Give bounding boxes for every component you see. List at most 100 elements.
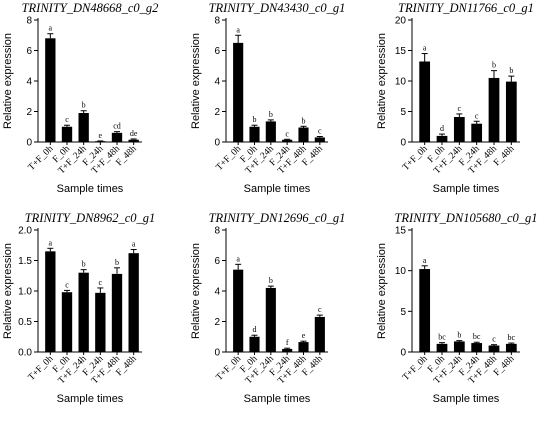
chart-title: TRINITY_DN12696_c0_g1 (209, 211, 346, 225)
significance-letter: b (269, 276, 273, 285)
bar (453, 116, 465, 142)
chart-panel-3: TRINITY_DN11766_c0_g1 0 5 10 15 20 Relative ex… (376, 1, 534, 195)
significance-letter: a (49, 24, 53, 33)
significance-letter: c (492, 335, 496, 344)
y-tick-label: 1.0 (18, 287, 32, 298)
bar (471, 123, 483, 142)
bar (453, 341, 465, 352)
bar (282, 139, 293, 142)
y-tick-label: 4 (214, 287, 220, 298)
bar (265, 121, 276, 142)
chart-panel-2: TRINITY_DN43430_c0_g1 0 2 4 6 8 Relative expre… (190, 1, 345, 195)
y-tick-label: 8 (214, 16, 220, 27)
bar (505, 81, 517, 142)
bar (505, 343, 517, 352)
significance-letter: b (253, 115, 257, 124)
bar (45, 251, 56, 352)
x-axis-label: Sample times (433, 183, 500, 195)
x-axis-label: Sample times (433, 393, 500, 405)
bar (128, 139, 139, 142)
bar (265, 287, 276, 352)
bar (436, 343, 448, 352)
bar (488, 77, 500, 142)
y-tick-label: 8 (26, 16, 32, 27)
significance-letter: a (236, 25, 240, 34)
y-tick-label: 10 (395, 266, 407, 277)
significance-letter: b (492, 61, 496, 70)
significance-letter: c (65, 280, 69, 289)
chart-panel-1: TRINITY_DN48668_c0_g2 0 2 4 6 8 Relative expre… (2, 1, 158, 195)
bar (95, 292, 106, 352)
significance-letter: b (82, 101, 86, 110)
y-tick-label: 0 (400, 138, 406, 149)
y-tick-label: 6 (214, 256, 220, 267)
x-axis-label: Sample times (57, 183, 124, 195)
y-tick-label: 2 (214, 317, 220, 328)
bar (45, 38, 56, 142)
x-axis-label: Sample times (244, 393, 311, 405)
x-tick-label: F_48h (492, 354, 516, 378)
y-tick-label: 6 (214, 46, 220, 57)
y-tick-label: 0 (214, 348, 220, 359)
significance-letter: de (130, 129, 138, 138)
bar (419, 61, 431, 143)
bar (436, 135, 448, 142)
bar (111, 273, 123, 352)
y-tick-label: 15 (395, 46, 407, 57)
bar (298, 127, 309, 142)
bar (78, 113, 89, 142)
bar (419, 269, 431, 352)
bar (233, 269, 244, 352)
bar (488, 345, 500, 352)
significance-letter: bc (438, 333, 446, 342)
y-tick-label: 0 (400, 348, 406, 359)
bar (249, 336, 260, 352)
significance-letter: f (286, 338, 289, 347)
x-axis-label: Sample times (57, 393, 124, 405)
significance-letter: d (253, 325, 257, 334)
bar (61, 292, 73, 352)
bar (471, 343, 483, 352)
chart-title: TRINITY_DN11766_c0_g1 (398, 1, 534, 15)
chart-title: TRINITY_DN43430_c0_g1 (209, 1, 346, 15)
y-tick-label: 10 (395, 77, 407, 88)
y-tick-label: 4 (214, 77, 220, 88)
bar (282, 348, 293, 352)
significance-letter: c (475, 111, 479, 120)
bar (78, 272, 89, 352)
significance-letter: b (269, 110, 273, 119)
y-tick-label: 1.5 (18, 256, 32, 267)
bar (314, 137, 325, 142)
significance-letter: bc (473, 332, 481, 341)
bar (249, 126, 260, 142)
significance-letter: d (440, 124, 444, 133)
significance-letter: e (302, 331, 306, 340)
bar (61, 126, 73, 142)
x-tick-label: F_48h (492, 144, 516, 168)
y-tick-label: 4 (26, 77, 32, 88)
bar (233, 42, 244, 142)
y-tick-label: 0.0 (18, 348, 32, 359)
y-tick-label: 2.0 (18, 226, 32, 237)
y-tick-label: 2 (26, 107, 32, 118)
significance-letter: c (318, 305, 322, 314)
significance-letter: b (115, 258, 119, 267)
significance-letter: c (458, 104, 462, 113)
y-axis-label: Relative expression (2, 243, 14, 339)
bar (95, 141, 106, 142)
x-axis-label: Sample times (244, 183, 311, 195)
significance-letter: b (302, 116, 306, 125)
y-tick-label: 6 (26, 46, 32, 57)
chart-panel-5: TRINITY_DN12696_c0_g1 0 2 4 6 8 Relative expre… (190, 211, 345, 405)
bar (298, 342, 309, 352)
significance-letter: c (318, 127, 322, 136)
y-axis-label: Relative expression (2, 33, 14, 129)
significance-letter: bc (508, 333, 516, 342)
significance-letter: b (457, 331, 461, 340)
y-tick-label: 5 (400, 307, 406, 318)
y-tick-label: 0.5 (18, 317, 32, 328)
y-tick-label: 5 (400, 107, 406, 118)
y-tick-label: 0 (26, 138, 32, 149)
y-tick-label: 0 (214, 138, 220, 149)
